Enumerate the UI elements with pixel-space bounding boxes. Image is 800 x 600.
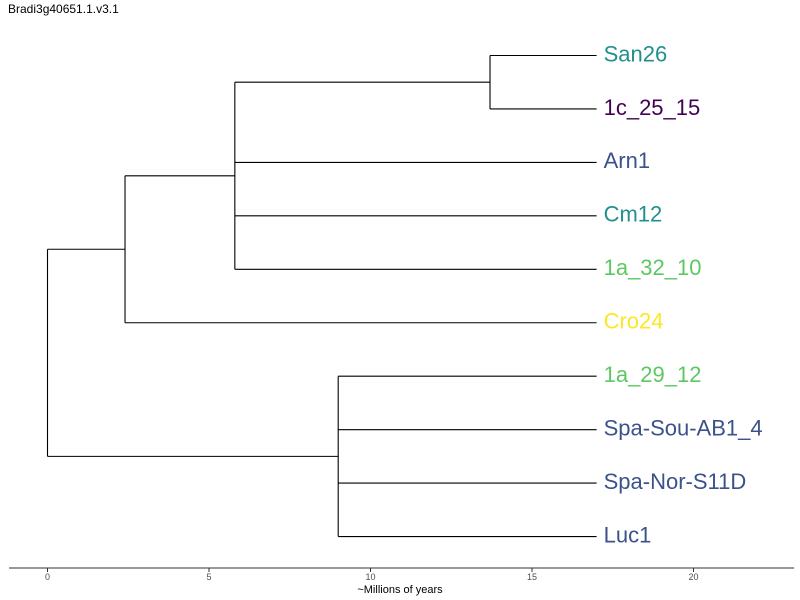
tip-label-Luc1: Luc1 (604, 522, 652, 547)
page-title: Bradi3g40651.1.v3.1 (8, 2, 119, 16)
tip-label-1a_29_12: 1a_29_12 (604, 362, 702, 387)
x-tick-label-20: 20 (688, 572, 698, 582)
tip-label-Arn1: Arn1 (604, 148, 650, 173)
tip-label-Cro24: Cro24 (604, 309, 664, 334)
tip-label-1a_32_10: 1a_32_10 (604, 255, 702, 280)
tip-label-San26: San26 (604, 41, 668, 66)
x-tick-label-5: 5 (206, 572, 211, 582)
x-axis-title: ~Millions of years (357, 584, 443, 596)
x-tick-label-15: 15 (527, 572, 537, 582)
x-axis-ticks: 0 5 10 15 20 (45, 568, 699, 582)
tip-label-1c_25_15: 1c_25_15 (604, 95, 701, 120)
x-tick-label-0: 0 (45, 572, 50, 582)
tip-label-Cm12: Cm12 (604, 202, 663, 227)
tree-tip-labels: San26 1c_25_15 Arn1 Cm12 1a_32_10 Cro24 1a_29_… (604, 41, 763, 547)
x-axis: 0 5 10 15 20 ~Millions of years (9, 567, 794, 596)
x-tick-label-10: 10 (365, 572, 375, 582)
tip-label-Spa-Sou-AB1_4: Spa-Sou-AB1_4 (604, 415, 763, 440)
tip-label-Spa-Nor-S11D: Spa-Nor-S11D (604, 469, 747, 494)
tree-branches (46, 54, 597, 538)
